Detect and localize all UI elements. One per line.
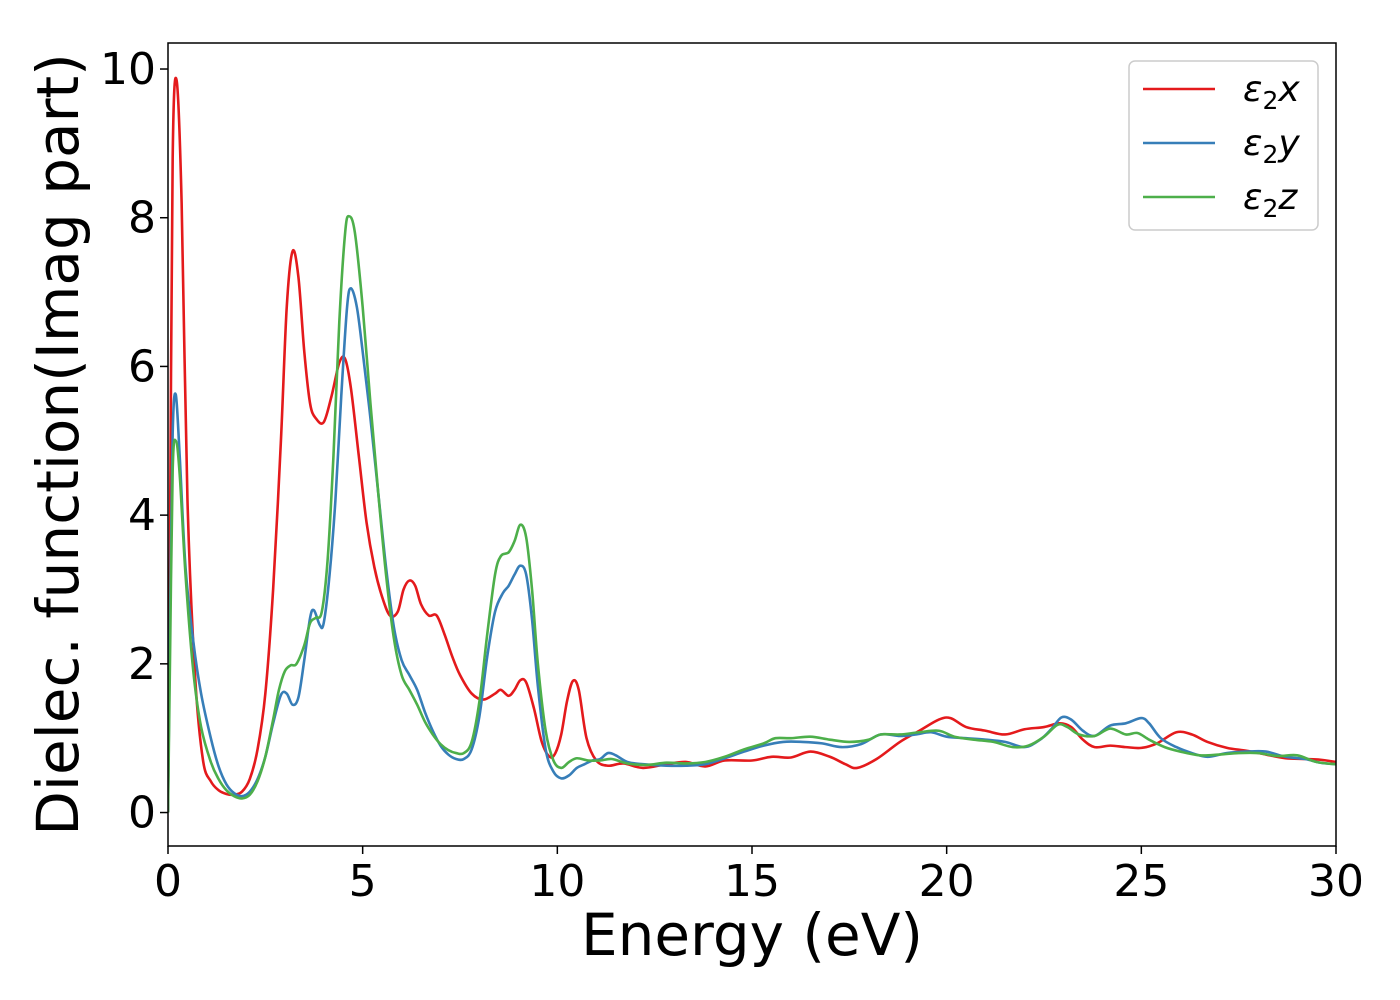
y-tick-label: 6 [128,341,156,392]
legend-label-x: ε2x [1243,69,1300,115]
legend-label-y: ε2y [1243,123,1300,169]
series-layer [168,76,1336,813]
y-axis-label: Dielec. function(Imag part) [24,53,92,836]
legend: ε2x ε2y ε2z [1128,60,1319,231]
y-tick-label: 2 [128,639,156,690]
y-axis: 0 2 4 6 8 10 [100,44,168,839]
x-tick-label: 15 [724,856,780,907]
y-tick-label: 0 [128,788,156,839]
legend-box [1128,60,1319,231]
x-tick-label: 5 [349,856,377,907]
x-tick-label: 30 [1308,856,1364,907]
series-line-y [168,287,1336,813]
x-tick-label: 10 [529,856,585,907]
x-tick-label: 20 [919,856,975,907]
x-axis: 0 5 10 15 20 25 30 [154,846,1364,907]
series-line-x [168,76,1336,813]
y-tick-label: 10 [100,44,156,95]
legend-label-z: ε2z [1243,177,1298,223]
series-line-z [168,214,1336,813]
x-tick-label: 0 [154,856,182,907]
y-tick-label: 4 [128,490,156,541]
x-tick-label: 25 [1113,856,1169,907]
x-axis-label: Energy (eV) [581,901,923,969]
y-tick-label: 8 [128,193,156,244]
